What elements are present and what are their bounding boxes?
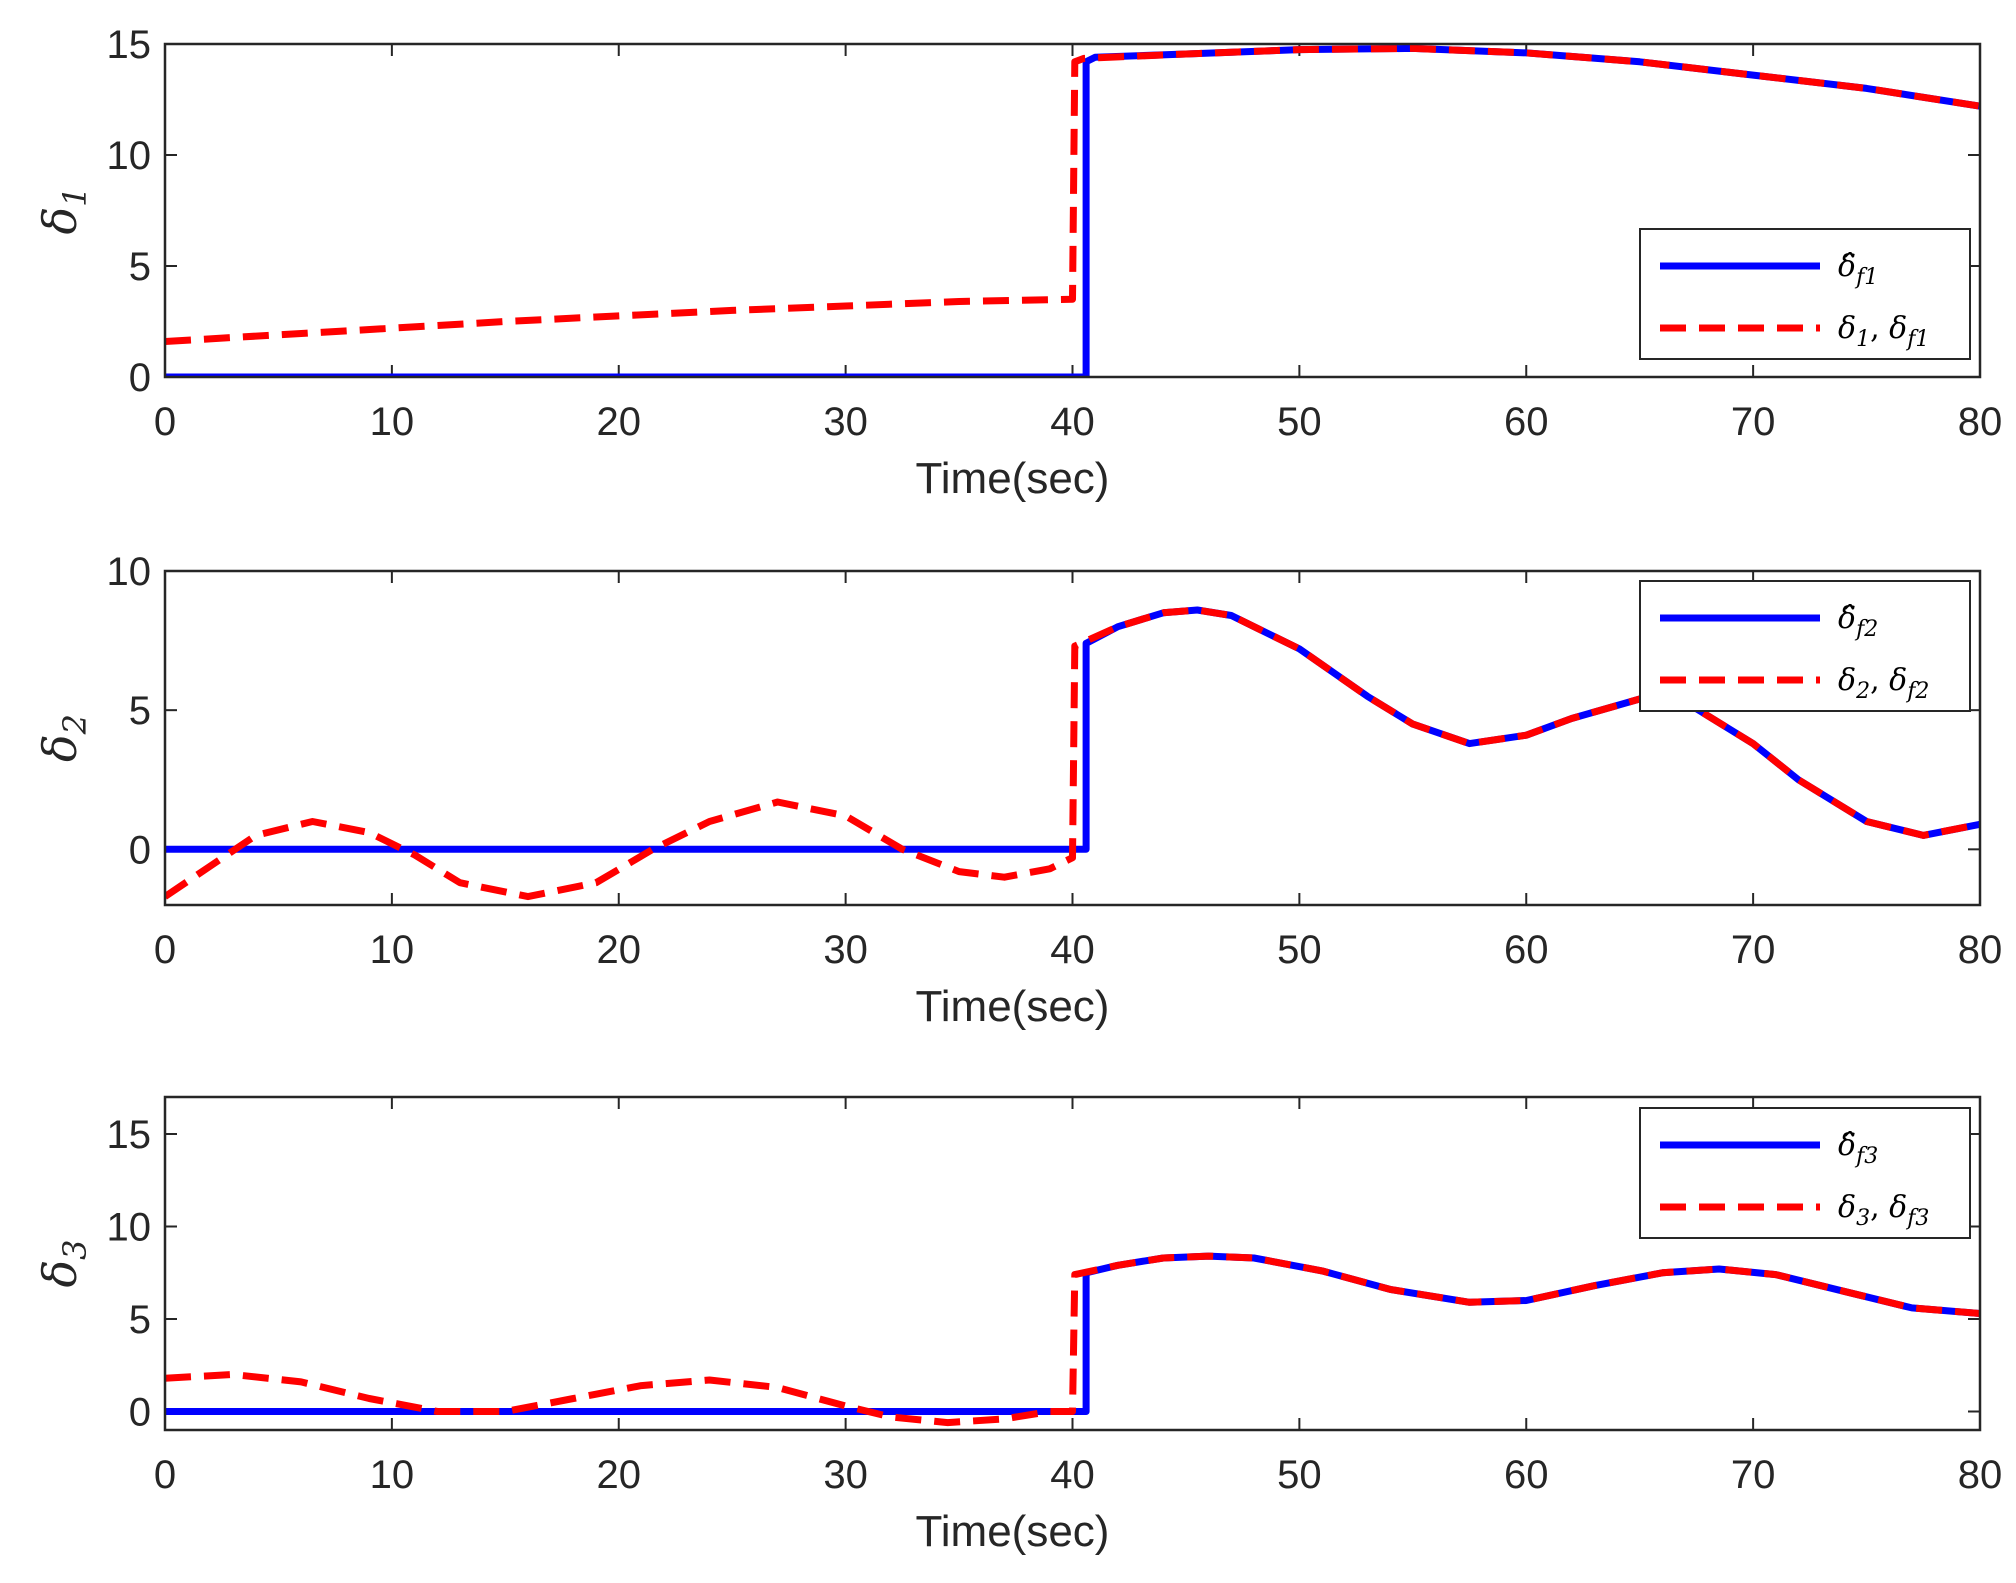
x-tick-label: 60: [1504, 400, 1549, 444]
legend-box: [1639, 228, 1971, 360]
x-tick-label: 70: [1731, 1453, 1776, 1497]
x-tick-label: 40: [1050, 928, 1095, 972]
legend-entry: δ2, δf2: [1838, 663, 1929, 704]
y-tick-label: 10: [107, 1206, 152, 1250]
y-tick-label: 10: [107, 134, 152, 178]
legend: δ̂f3 δ3, δf3: [1639, 1107, 1971, 1239]
series-line-actual: [165, 1252, 1980, 1427]
axes-box: [163, 1095, 1982, 1432]
x-tick-label: 40: [1050, 400, 1095, 444]
y-tick-label: 0: [129, 1391, 151, 1435]
x-tick-label: 50: [1277, 928, 1322, 972]
x-tick-label: 50: [1277, 1453, 1322, 1497]
legend-box: [1639, 580, 1971, 712]
series-line-actual: [165, 44, 1980, 345]
y-tick-label: 5: [129, 689, 151, 733]
legend-entry: δ̂f2: [1838, 601, 1878, 642]
x-tick-label: 80: [1958, 400, 2003, 444]
x-tick-label: 10: [370, 928, 415, 972]
y-tick-label: 0: [129, 828, 151, 872]
x-tick-label: 30: [823, 928, 868, 972]
legend-box: [1639, 1107, 1971, 1239]
x-tick-label: 40: [1050, 1453, 1095, 1497]
x-axis-label: Time(sec): [916, 982, 1110, 1031]
x-tick-label: 10: [370, 1453, 415, 1497]
x-tick-label: 30: [823, 400, 868, 444]
subplot-3: 0 10 20 30 40 50 60 70 80 0 5 10 15 Time(sec) δ3 δ̂f3 δ3…: [33, 1095, 2003, 1556]
y-tick-label: 5: [129, 245, 151, 289]
subplot-2: 0 10 20 30 40 50 60 70 80 0 5 10 Time(sec) δ2 δ̂f2 δ2, …: [33, 550, 2002, 1031]
y-tick-label: 15: [107, 23, 152, 67]
x-tick-label: 0: [154, 928, 176, 972]
series-group: [165, 1252, 1980, 1427]
x-tick-label: 50: [1277, 400, 1322, 444]
x-tick-label: 60: [1504, 1453, 1549, 1497]
x-tick-label: 20: [597, 400, 642, 444]
x-axis-label: Time(sec): [916, 454, 1110, 503]
legend: δ̂f1 δ1, δf1: [1639, 228, 1971, 360]
x-tick-label: 60: [1504, 928, 1549, 972]
y-axis-label: δ1: [33, 186, 94, 234]
y-tick-label: 5: [129, 1298, 151, 1342]
x-tick-label: 0: [154, 1453, 176, 1497]
svg-text:δ3: δ3: [33, 1239, 94, 1287]
legend-entry: δ̂f1: [1838, 249, 1878, 290]
x-tick-label: 80: [1958, 1453, 2003, 1497]
axes-box: [163, 569, 1982, 907]
x-tick-label: 30: [823, 1453, 868, 1497]
y-axis-label: δ3: [33, 1239, 94, 1287]
y-tick-label: 10: [107, 550, 152, 594]
legend-entry: δ3, δf3: [1838, 1190, 1929, 1231]
x-tick-label: 70: [1731, 400, 1776, 444]
y-tick-label: 0: [129, 356, 151, 400]
legend-entry: δ1, δf1: [1838, 311, 1929, 352]
x-tick-label: 80: [1958, 928, 2003, 972]
svg-text:δ1: δ1: [33, 186, 94, 234]
svg-text:δ2: δ2: [33, 714, 94, 762]
x-axis-label: Time(sec): [916, 1507, 1110, 1556]
y-tick-label: 15: [107, 1113, 152, 1157]
x-tick-label: 20: [597, 928, 642, 972]
x-tick-label: 70: [1731, 928, 1776, 972]
y-axis-label: δ2: [33, 714, 94, 762]
subplot-1: 0 10 20 30 40 50 60 70 80 0 5 10 15 Time(sec) δ1 δ̂f1 δ1…: [33, 23, 2002, 503]
legend: δ̂f2 δ2, δf2: [1639, 580, 1971, 712]
x-tick-label: 10: [370, 400, 415, 444]
x-tick-label: 0: [154, 400, 176, 444]
legend-entry: δ̂f3: [1838, 1128, 1878, 1169]
series-group: [165, 44, 1980, 377]
x-tick-label: 20: [597, 1453, 642, 1497]
axes-box: [163, 42, 1982, 379]
